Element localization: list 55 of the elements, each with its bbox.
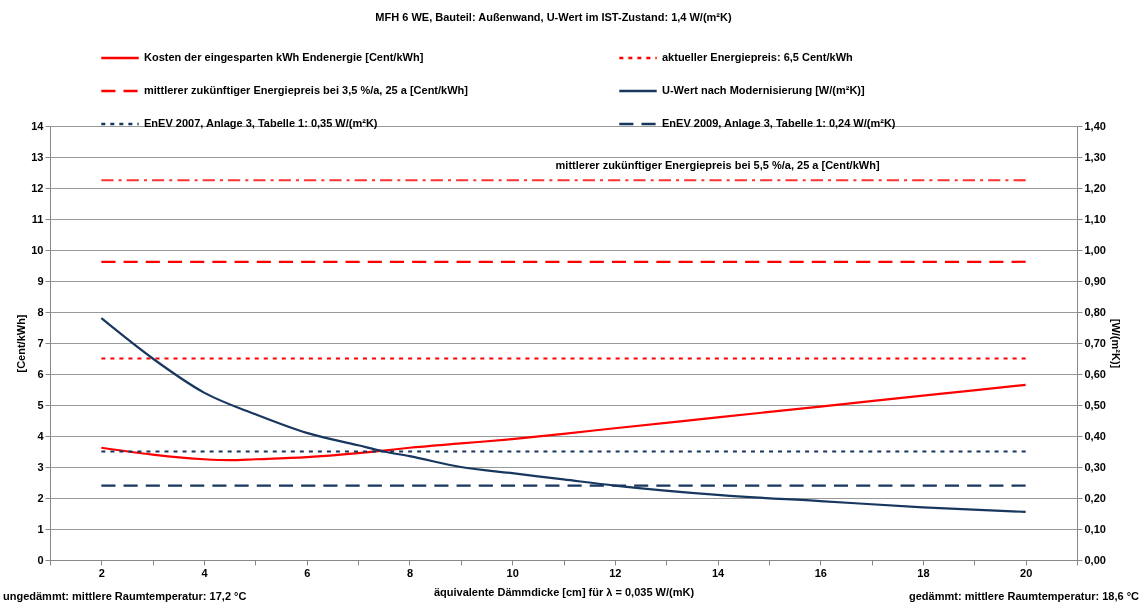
x-tick-label: 14 [711, 566, 726, 579]
y2-tick-label: 0,30 [1084, 460, 1106, 473]
x-tick-label: 8 [406, 566, 414, 579]
y2-tick-label: 1,40 [1084, 119, 1106, 132]
y-tick-label: 2 [37, 491, 44, 504]
y2-tick-label: 1,30 [1084, 150, 1106, 163]
legend-label: mittlerer zukünftiger Energiepreis bei 3,5 %/a, 25 a [Cent/kWh] [144, 84, 469, 96]
x-tick-label: 10 [506, 566, 519, 579]
y2-tick-label: 0,20 [1084, 491, 1106, 504]
y-tick-label: 7 [37, 336, 44, 349]
y-tick-label: 6 [37, 367, 44, 380]
x-tick-label: 12 [609, 566, 622, 579]
text: gedämmt: mittlere Raumtemperatur: 18,6 °C [909, 590, 1140, 602]
x-tick-label: 20 [1020, 566, 1033, 579]
y-tick-label: 5 [37, 398, 44, 411]
line-series [100, 383, 1027, 462]
y-tick-label: 12 [31, 181, 44, 194]
chart-title: MFH 6 WE, Bauteil: Außenwand, U-Wert im IST-Zustand: 1,4 W/(m²K) [375, 11, 732, 23]
y-tick-label: 3 [37, 460, 44, 473]
y2-tick-label: 1,00 [1084, 243, 1106, 256]
y2-tick-label: 0,80 [1084, 305, 1106, 318]
y2-tick-label: 0,40 [1084, 429, 1106, 442]
y-tick-label: 0 [37, 553, 44, 566]
y-tick-label: 11 [31, 212, 44, 225]
y2-tick-label: 0,50 [1084, 398, 1106, 411]
y-tick-label: 13 [31, 150, 44, 163]
legend-label: aktueller Energiepreis: 6,5 Cent/kWh [662, 51, 854, 63]
y2-tick-label: 1,20 [1084, 181, 1106, 194]
legend-label: Kosten der eingesparten kWh Endenergie [Cent/kWh] [144, 51, 424, 63]
y2-tick-label: 0,60 [1084, 367, 1106, 380]
y-axis-title: [Cent/kWh] [15, 314, 28, 373]
legend-label: EnEV 2009, Anlage 3, Tabelle 1: 0,24 W/(m²K) [662, 117, 896, 129]
line-series [100, 317, 1027, 514]
y2-tick-label: 0,10 [1084, 522, 1106, 535]
y2-tick-label: 0,00 [1084, 553, 1106, 566]
x-tick-label: 6 [304, 566, 311, 579]
y2-tick-label: 0,70 [1084, 336, 1106, 349]
x-tick-label: 16 [814, 566, 827, 579]
legend-label: U-Wert nach Modernisierung [W/(m²K)] [662, 84, 866, 96]
y2-tick-label: 1,10 [1084, 212, 1106, 225]
x-tick-label: 4 [201, 566, 209, 579]
y-tick-label: 4 [37, 429, 45, 442]
x-tick-label: 18 [917, 566, 930, 579]
text: ungedämmt: mittlere Raumtemperatur: 17,2 °C [3, 590, 247, 602]
y-tick-label: 9 [37, 274, 44, 287]
y2-axis-title: [W/(m²K)] [1109, 318, 1122, 369]
y-tick-label: 8 [37, 305, 44, 318]
y-tick-label: 14 [31, 119, 45, 132]
y-tick-label: 10 [31, 243, 44, 256]
x-axis-title: äquivalente Dämmdicke [cm] für λ = 0,035 W/(mK) [433, 585, 695, 598]
annotation: mittlerer zukünftiger Energiepreis bei 5,5 %/a, 25 a [Cent/kWh] [555, 159, 880, 172]
y2-tick-label: 0,90 [1084, 274, 1106, 287]
y-tick-label: 1 [37, 522, 44, 535]
x-tick-label: 2 [98, 566, 105, 579]
legend-label: EnEV 2007, Anlage 3, Tabelle 1: 0,35 W/(m²K) [144, 117, 378, 129]
